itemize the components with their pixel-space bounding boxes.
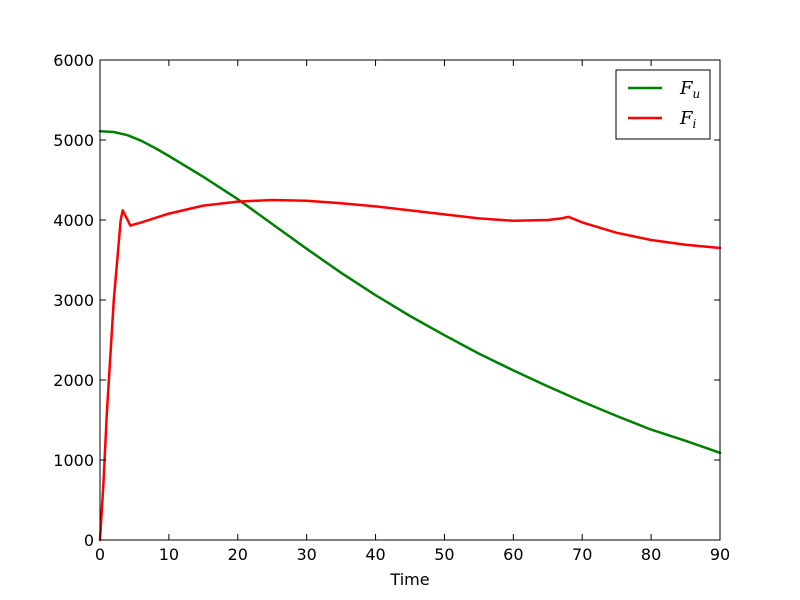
y-tick-label: 3000 (53, 291, 94, 310)
legend-label: Fu (679, 78, 700, 101)
y-tick-label: 2000 (53, 371, 94, 390)
x-tick-label: 90 (710, 545, 730, 564)
x-axis-title: Time (389, 570, 429, 589)
y-tick-label: 6000 (53, 51, 94, 70)
x-tick-label: 50 (434, 545, 454, 564)
x-tick-label: 60 (503, 545, 523, 564)
series-line-1 (98, 129, 722, 455)
legend-label: Fi (679, 108, 697, 131)
x-tick-label: 40 (365, 545, 385, 564)
legend: Fu Fi (615, 69, 711, 140)
x-tick-label: 70 (572, 545, 592, 564)
x-tick-label: 0 (95, 545, 105, 564)
x-axis: 0 10 20 30 40 50 60 70 80 90 (95, 60, 730, 564)
x-tick-label: 80 (641, 545, 661, 564)
x-tick-label: 30 (296, 545, 316, 564)
plot-series (98, 129, 722, 542)
y-tick-label: 5000 (53, 131, 94, 150)
y-axis: 0 1000 2000 3000 4000 5000 6000 (53, 51, 720, 550)
x-tick-label: 20 (228, 545, 248, 564)
x-tick-label: 10 (159, 545, 179, 564)
series-line-2 (98, 198, 722, 542)
y-tick-label: 1000 (53, 451, 94, 470)
legend-box (615, 69, 711, 140)
y-tick-label: 4000 (53, 211, 94, 230)
y-tick-label: 0 (84, 531, 94, 550)
